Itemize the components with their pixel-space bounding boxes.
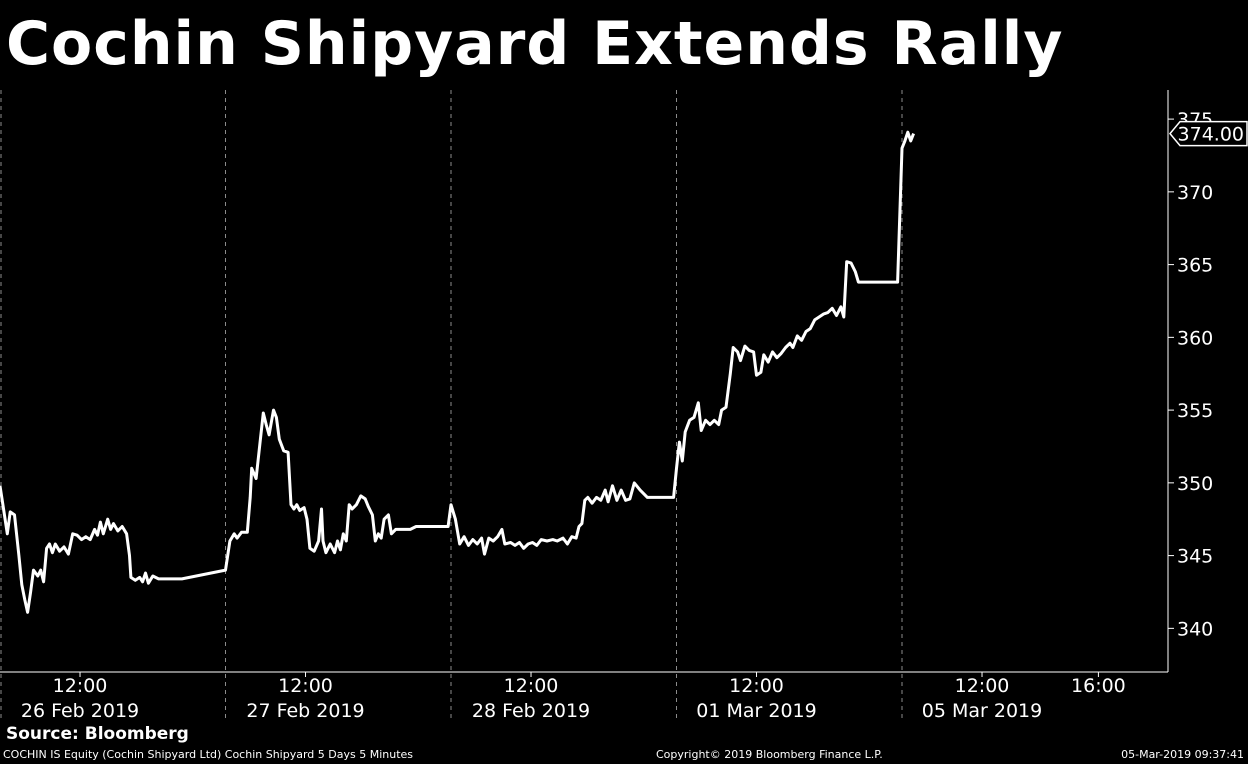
last-value-marker: 374.00 [1169, 120, 1248, 147]
y-tick-label: 365 [1177, 255, 1213, 277]
price-line [0, 130, 915, 614]
x-tick-date-label: 28 Feb 2019 [472, 700, 590, 722]
x-tick-date-label: 05 Mar 2019 [922, 700, 1042, 722]
x-tick-time-label: 12:00 [278, 675, 333, 697]
footer-timestamp: 05-Mar-2019 09:37:41 [1121, 748, 1244, 761]
x-tick-date-label: 27 Feb 2019 [246, 700, 364, 722]
source-note: Source: Bloomberg [6, 724, 189, 744]
y-tick-label: 345 [1177, 546, 1213, 568]
footer-copyright: Copyright© 2019 Bloomberg Finance L.P. [656, 748, 883, 761]
x-axis: 12:00 26 Feb 2019 12:00 27 Feb 2019 12:00 28 … [0, 671, 1168, 722]
x-tick-date-label: 01 Mar 2019 [696, 700, 816, 722]
x-tick-time-label: 12:00 [53, 675, 108, 697]
y-tick-label: 360 [1177, 327, 1213, 349]
y-tick-label: 355 [1177, 400, 1213, 422]
x-tick-date-label: 26 Feb 2019 [21, 700, 139, 722]
chart-title: Cochin Shipyard Extends Rally [6, 9, 1064, 79]
y-tick-label: 370 [1177, 182, 1213, 204]
x-tick-time-label: 16:00 [1071, 675, 1126, 697]
x-tick-time-label: 12:00 [729, 675, 784, 697]
last-value-label: 374.00 [1178, 124, 1244, 146]
x-tick-time-label: 12:00 [955, 675, 1010, 697]
y-tick-label: 350 [1177, 473, 1213, 495]
footer-description: COCHIN IS Equity (Cochin Shipyard Ltd) C… [3, 748, 414, 761]
day-separators [0, 90, 903, 720]
x-tick-time-label: 12:00 [504, 675, 559, 697]
y-tick-label: 340 [1177, 618, 1213, 640]
last-value-tag [1169, 120, 1248, 147]
